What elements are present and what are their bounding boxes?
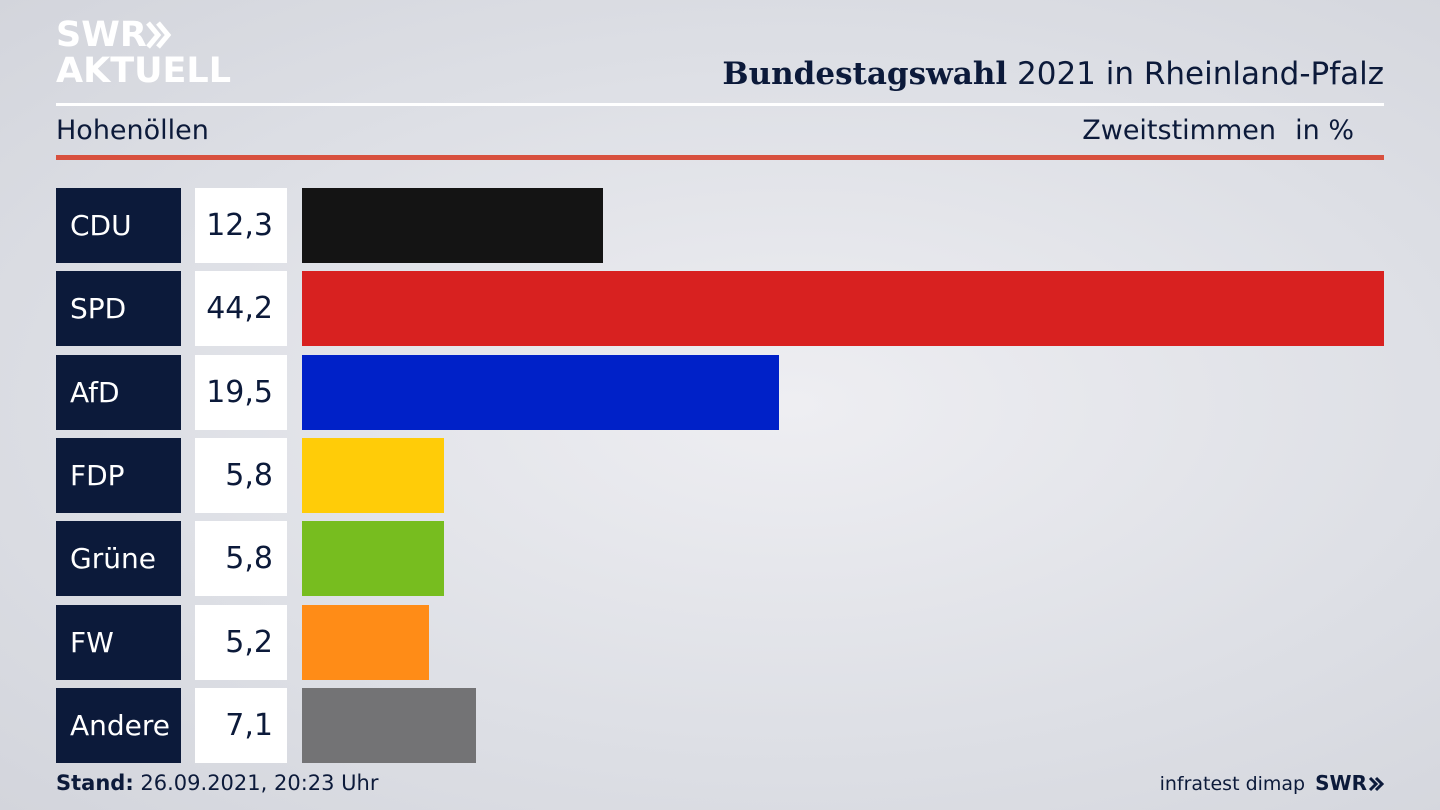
timestamp: Stand: 26.09.2021, 20:23 Uhr bbox=[56, 771, 379, 795]
region-name: Hohenöllen bbox=[56, 115, 209, 146]
bar-row-afd: AfD 19,5 bbox=[56, 354, 1384, 430]
value-label: 5,8 bbox=[195, 521, 287, 597]
footer-chevrons-icon bbox=[1368, 776, 1385, 792]
value-label: 5,8 bbox=[195, 437, 287, 513]
title-rest: 2021 in Rheinland-Pfalz bbox=[1007, 56, 1384, 92]
bar-row-andere: Andere 7,1 bbox=[56, 687, 1384, 763]
bar bbox=[302, 271, 1384, 347]
source-credit: infratest dimap SWR bbox=[1159, 771, 1385, 795]
value-label: 7,1 bbox=[195, 687, 287, 763]
logo-chevrons-icon bbox=[146, 21, 172, 49]
bar bbox=[302, 354, 779, 430]
value-label: 44,2 bbox=[195, 271, 287, 347]
party-label: Andere bbox=[56, 687, 181, 763]
timestamp-label: Stand: bbox=[56, 771, 134, 795]
bar-row-grüne: Grüne 5,8 bbox=[56, 521, 1384, 597]
source-name: infratest dimap bbox=[1159, 773, 1306, 795]
bar bbox=[302, 188, 603, 263]
unit-label: in % bbox=[1295, 115, 1354, 146]
value-label: 5,2 bbox=[195, 604, 287, 680]
party-label: FDP bbox=[56, 437, 181, 513]
logo-text-swr: SWR bbox=[56, 15, 147, 55]
party-label: Grüne bbox=[56, 521, 181, 597]
bar bbox=[302, 437, 444, 513]
party-label: CDU bbox=[56, 188, 181, 263]
value-label: 19,5 bbox=[195, 354, 287, 430]
timestamp-value: 26.09.2021, 20:23 Uhr bbox=[133, 771, 379, 795]
bar-row-fw: FW 5,2 bbox=[56, 604, 1384, 680]
page-title: Bundestagswahl 2021 in Rheinland-Pfalz bbox=[722, 56, 1384, 92]
footer-brand: SWR bbox=[1315, 771, 1367, 795]
logo-text-aktuell: AKTUELL bbox=[56, 51, 232, 91]
swr-aktuell-logo: SWR AKTUELL bbox=[56, 15, 231, 92]
party-label: SPD bbox=[56, 271, 181, 347]
bar bbox=[302, 687, 476, 763]
value-label: 12,3 bbox=[195, 188, 287, 263]
bar-row-fdp: FDP 5,8 bbox=[56, 437, 1384, 513]
bar-row-cdu: CDU 12,3 bbox=[56, 188, 1384, 263]
party-label: AfD bbox=[56, 354, 181, 430]
header-divider bbox=[56, 103, 1384, 106]
measure-label: Zweitstimmen bbox=[1082, 115, 1276, 146]
party-label: FW bbox=[56, 604, 181, 680]
bar bbox=[302, 604, 429, 680]
title-bold: Bundestagswahl bbox=[722, 56, 1008, 92]
bar bbox=[302, 521, 444, 597]
bar-row-spd: SPD 44,2 bbox=[56, 271, 1384, 347]
accent-divider bbox=[56, 155, 1384, 160]
